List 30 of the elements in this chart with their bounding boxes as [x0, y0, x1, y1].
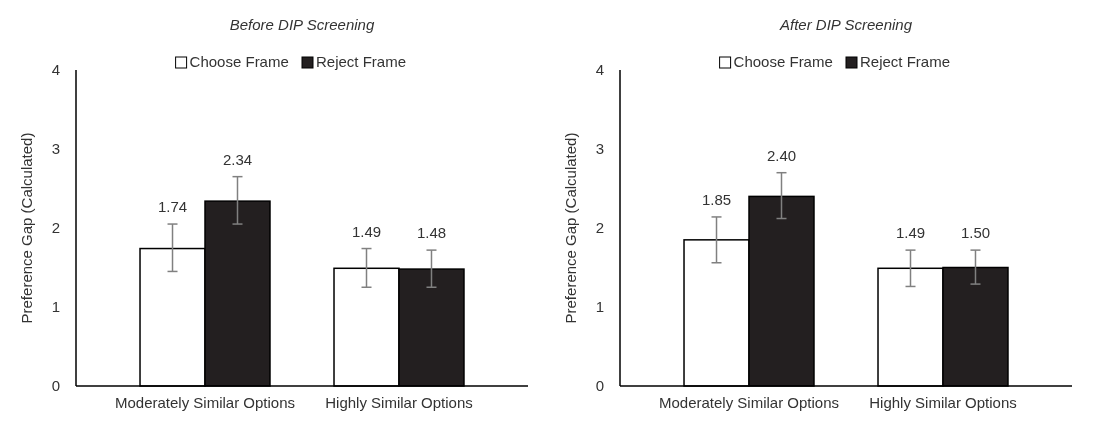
data-label: 2.40 — [766, 146, 797, 164]
y-tick-label: 4 — [595, 61, 604, 78]
chart-title: Before DIP Screening — [229, 16, 375, 33]
x-tick-label: Moderately Similar Options — [658, 394, 840, 411]
y-axis-title: Preference Gap (Calculated) — [18, 132, 35, 324]
legend-label: Choose Frame — [189, 53, 289, 70]
y-tick-label: 0 — [595, 377, 604, 394]
x-tick-label: Highly Similar Options — [325, 394, 473, 411]
y-tick-label: 4 — [51, 61, 60, 78]
x-tick-label: Moderately Similar Options — [114, 394, 296, 411]
chart-title: After DIP Screening — [778, 16, 913, 33]
legend-label: Reject Frame — [316, 53, 407, 70]
data-label: 1.49 — [895, 224, 926, 242]
legend-label: Reject Frame — [860, 53, 951, 70]
y-axis-title: Preference Gap (Calculated) — [562, 132, 579, 324]
y-tick-label: 0 — [51, 377, 60, 394]
data-label: 2.34 — [222, 150, 253, 168]
y-tick-label: 3 — [51, 140, 60, 157]
legend-label: Choose Frame — [733, 53, 833, 70]
y-tick-label: 1 — [595, 298, 604, 315]
y-tick-label: 3 — [595, 140, 604, 157]
y-tick-label: 2 — [595, 219, 604, 236]
x-tick-label: Highly Similar Options — [869, 394, 1017, 411]
y-tick-label: 2 — [51, 219, 60, 236]
data-label: 1.49 — [351, 222, 382, 240]
data-label: 1.74 — [157, 198, 188, 216]
y-tick-label: 1 — [51, 298, 60, 315]
data-label: 1.85 — [701, 190, 732, 208]
data-label: 1.50 — [960, 224, 991, 242]
data-label: 1.48 — [416, 224, 447, 242]
